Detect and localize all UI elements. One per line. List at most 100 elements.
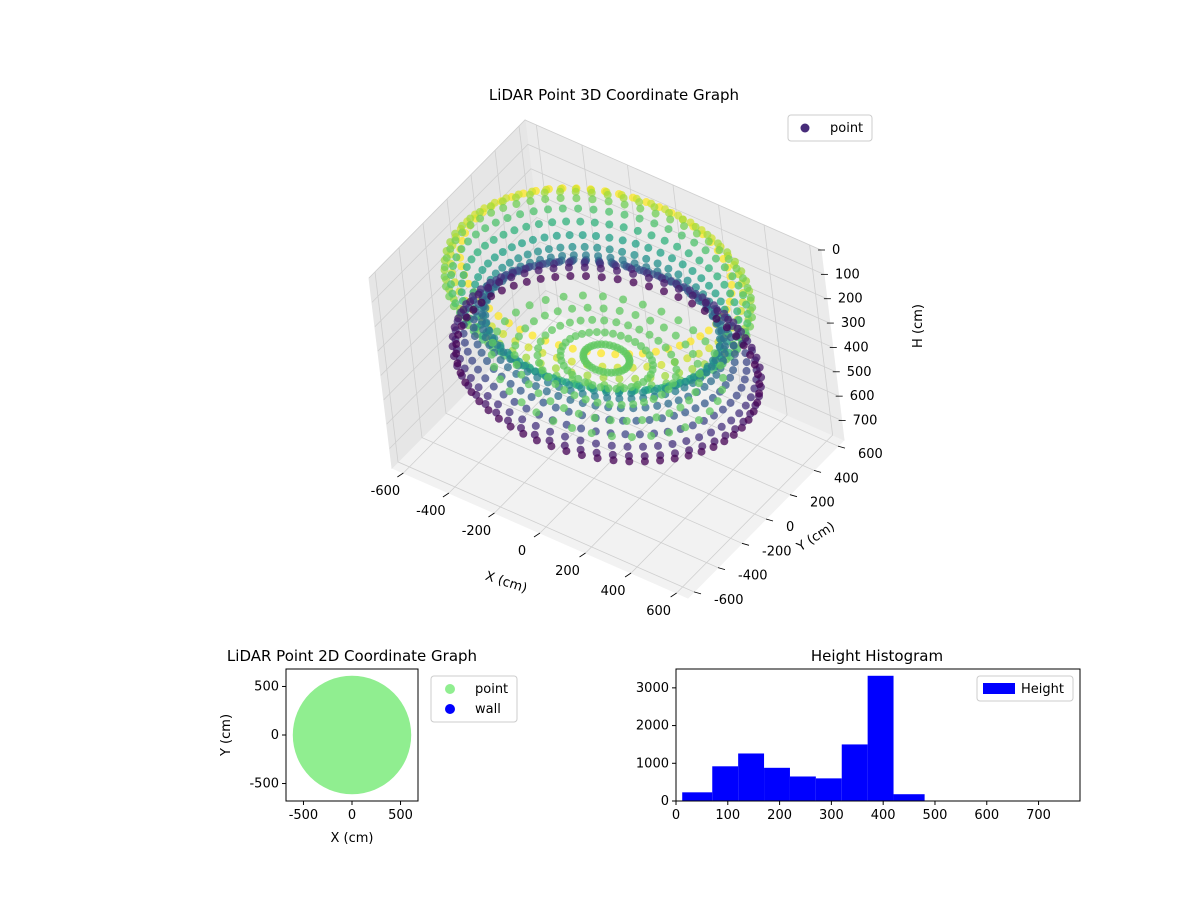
chart-3d-ztick-label: 200	[838, 292, 863, 307]
chart-3d-point	[532, 436, 541, 445]
chart-3d-point	[457, 322, 466, 330]
chart-3d-point	[494, 414, 503, 423]
chart-2d-point-cloud	[292, 675, 412, 795]
chart-3d-point	[645, 330, 654, 339]
chart-3d-point	[588, 381, 597, 390]
chart-3d-point	[660, 236, 669, 245]
chart-3d-point	[474, 273, 483, 282]
chart-3d-point	[649, 395, 658, 403]
chart-3d-point	[616, 331, 625, 340]
chart-3d-point	[576, 436, 585, 445]
chart-3d-point	[582, 272, 590, 281]
chart-3d-point	[709, 301, 718, 310]
chart-3d-point	[533, 351, 542, 360]
chart-3d-point	[713, 397, 722, 406]
chart-3d-point	[503, 214, 512, 222]
chart-3d-point	[503, 363, 512, 372]
chart-3d-point	[568, 344, 577, 353]
chart-2d-plot: -500 0 500 500 0 -500	[249, 668, 419, 823]
chart-3d-point	[661, 343, 670, 352]
chart-3d-point	[481, 333, 490, 342]
chart-3d-point	[691, 283, 700, 292]
chart-3d-point	[730, 350, 739, 358]
chart-3d-point	[454, 330, 463, 339]
chart-3d-point	[664, 399, 673, 408]
chart-3d-xtick-label: -400	[416, 504, 446, 519]
chart-3d-point	[713, 307, 722, 315]
chart-3d-point	[712, 370, 721, 379]
chart-3d-point	[452, 253, 461, 262]
chart-3d-point	[517, 370, 526, 379]
chart-3d-xtick-label: 600	[646, 604, 671, 619]
chart-3d-legend-marker	[800, 123, 810, 133]
chart-3d-point	[452, 349, 461, 358]
chart-3d-point	[729, 366, 738, 375]
chart-3d-point	[720, 309, 729, 318]
histogram-ytick-label: 1000	[636, 756, 669, 771]
chart-3d-point	[746, 293, 755, 302]
chart-3d-point	[692, 229, 701, 238]
chart-3d-point	[514, 332, 523, 341]
chart-3d-point	[519, 429, 528, 438]
chart-3d-point	[487, 292, 496, 301]
chart-3d-point	[600, 328, 609, 337]
chart-3d-point	[607, 432, 616, 441]
chart-3d-point	[620, 210, 629, 219]
chart-3d-point	[685, 396, 694, 405]
chart-3d-point	[654, 441, 662, 450]
chart-3d-point	[670, 454, 679, 463]
chart-3d-ztick-label: 400	[844, 340, 869, 355]
chart-2d-xlabel: X (cm)	[331, 831, 374, 846]
chart-3d-point	[743, 319, 752, 328]
chart-3d-legend: point	[787, 114, 873, 142]
chart-3d-point	[629, 400, 638, 409]
chart-3d-point	[743, 310, 752, 318]
chart-3d-point	[688, 291, 697, 300]
chart-3d-point	[741, 334, 750, 343]
chart-3d-point	[624, 321, 633, 330]
chart-3d-point	[574, 409, 583, 418]
chart-3d-point	[636, 204, 645, 213]
chart-3d-point	[570, 391, 579, 400]
chart-3d-point	[551, 273, 560, 281]
chart-3d-point	[486, 202, 495, 211]
chart-2d-xtick-label: 500	[388, 808, 413, 823]
chart-3d-point	[440, 272, 449, 281]
chart-3d-point	[728, 272, 737, 281]
chart-3d-point	[671, 387, 680, 396]
chart-3d-point	[460, 338, 469, 347]
chart-3d-point	[688, 299, 697, 308]
chart-3d-point	[440, 263, 449, 272]
chart-2d-legend-wall-label: wall	[475, 702, 501, 717]
chart-3d-point	[672, 365, 681, 374]
chart-3d-xtick	[579, 552, 586, 558]
chart-3d-xtick-label: 0	[518, 544, 526, 559]
histogram-legend-box	[976, 675, 1074, 702]
chart-3d-point	[638, 300, 647, 309]
chart-3d-point	[451, 299, 460, 308]
chart-3d-point	[688, 267, 697, 275]
chart-3d-point	[556, 194, 565, 203]
chart-3d-grid-x	[630, 224, 788, 574]
chart-3d-point	[506, 422, 515, 431]
chart-3d-point	[724, 315, 733, 324]
chart-3d-point	[688, 350, 697, 358]
chart-3d-ytick-label: 0	[786, 520, 794, 535]
chart-3d-point	[693, 359, 702, 368]
chart-3d-point	[559, 292, 568, 301]
chart-3d-point	[499, 390, 508, 399]
chart-3d-point	[618, 247, 627, 256]
chart-3d-point	[650, 386, 659, 395]
chart-3d-point	[544, 205, 552, 214]
chart-3d-point	[627, 433, 636, 442]
chart-3d-point	[544, 373, 553, 382]
chart-3d-point	[700, 399, 709, 408]
chart-3d-point	[491, 218, 500, 227]
chart-3d-point	[755, 380, 764, 388]
histogram-legend: Height	[976, 675, 1074, 702]
chart-3d-point	[674, 293, 683, 302]
chart-3d-point	[640, 398, 648, 407]
chart-3d-point	[711, 254, 720, 263]
chart-3d-point	[720, 349, 729, 358]
chart-3d-point	[457, 279, 466, 288]
